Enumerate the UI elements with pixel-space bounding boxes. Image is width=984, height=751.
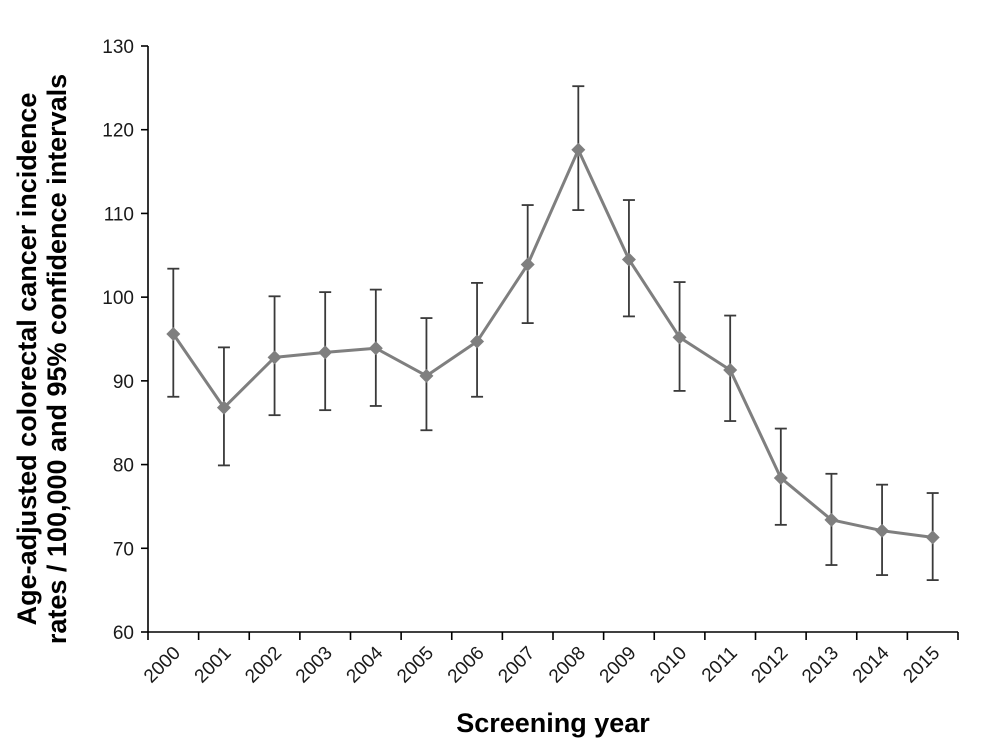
data-point-marker	[875, 523, 890, 538]
x-tick-label: 2013	[798, 643, 843, 688]
x-tick-label: 2000	[140, 643, 185, 688]
x-tick-label: 2014	[849, 642, 894, 687]
x-tick-label: 2015	[899, 643, 944, 688]
y-tick-label: 80	[113, 456, 134, 477]
data-point-marker	[216, 400, 231, 415]
x-tick-label: 2003	[292, 643, 337, 688]
data-point-marker	[368, 341, 383, 356]
x-tick-label: 2001	[191, 643, 236, 688]
y-tick-label: 110	[104, 204, 134, 225]
error-bars	[167, 85, 939, 581]
x-tick-label: 2002	[241, 643, 286, 688]
data-point-marker	[318, 345, 333, 360]
y-ticks: 60 70 80 90 100 110 120 130	[102, 37, 148, 644]
x-tick-label: 2005	[393, 643, 438, 688]
y-tick-label: 60	[113, 623, 134, 644]
data-point-marker	[419, 368, 434, 383]
data-point-marker	[470, 334, 485, 349]
y-tick-label: 130	[102, 37, 134, 58]
y-tick-label: 90	[113, 372, 134, 393]
data-point-marker	[621, 252, 636, 267]
y-tick-label: 70	[113, 539, 134, 560]
data-point-marker	[520, 257, 535, 272]
x-tick-label: 2010	[646, 643, 691, 688]
data-point-marker	[166, 326, 181, 341]
y-axis-title-line-2: rates / 100,000 and 95% confidence inter…	[42, 74, 72, 644]
y-tick-label: 100	[102, 288, 134, 309]
data-point-marker	[571, 142, 586, 157]
series-line	[172, 148, 933, 539]
x-ticks: 2000 2001 2002 2003 2004 2005 2006 2007 2008 2009…	[140, 632, 959, 688]
data-point-marker	[672, 330, 687, 345]
y-axis-title: Age-adjusted colorectal cancer incidence…	[12, 74, 72, 644]
x-tick-label: 2008	[545, 643, 590, 688]
x-tick-label: 2012	[748, 643, 793, 688]
axes	[147, 46, 958, 633]
data-point-marker	[723, 362, 738, 377]
x-tick-label: 2011	[698, 643, 742, 687]
data-point-marker	[925, 530, 940, 545]
x-axis-title: Screening year	[456, 708, 650, 738]
x-tick-label: 2006	[444, 643, 489, 688]
y-tick-label: 120	[102, 121, 134, 142]
data-point-marker	[773, 470, 788, 485]
x-tick-label: 2007	[494, 643, 539, 688]
data-point-marker	[824, 512, 839, 527]
y-axis-title-line-1: Age-adjusted colorectal cancer incidence	[12, 93, 42, 626]
x-tick-label: 2009	[596, 643, 641, 688]
x-tick-label: 2004	[343, 642, 388, 687]
series-layer	[166, 142, 940, 545]
data-point-marker	[267, 350, 282, 365]
